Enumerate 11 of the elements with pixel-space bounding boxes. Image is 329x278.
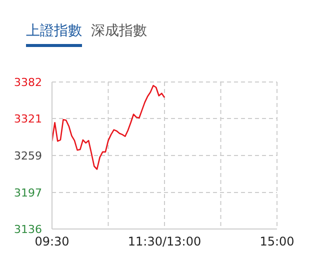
x-tick-label: 15:00 xyxy=(260,234,294,249)
text: 深成指數 xyxy=(91,22,147,41)
x-tick-label: 11:30/13:00 xyxy=(128,234,202,249)
y-tick-label: 3259 xyxy=(14,150,42,162)
chart-title: 上證指數 xyxy=(26,22,82,47)
y-tick-label: 3136 xyxy=(14,223,42,236)
y-tick-label: 3321 xyxy=(14,112,42,126)
x-tick-label: 09:30 xyxy=(34,234,70,249)
y-tick-label: 3197 xyxy=(14,186,42,200)
y-tick-label: 3382 xyxy=(14,76,42,89)
line-series xyxy=(52,84,166,170)
